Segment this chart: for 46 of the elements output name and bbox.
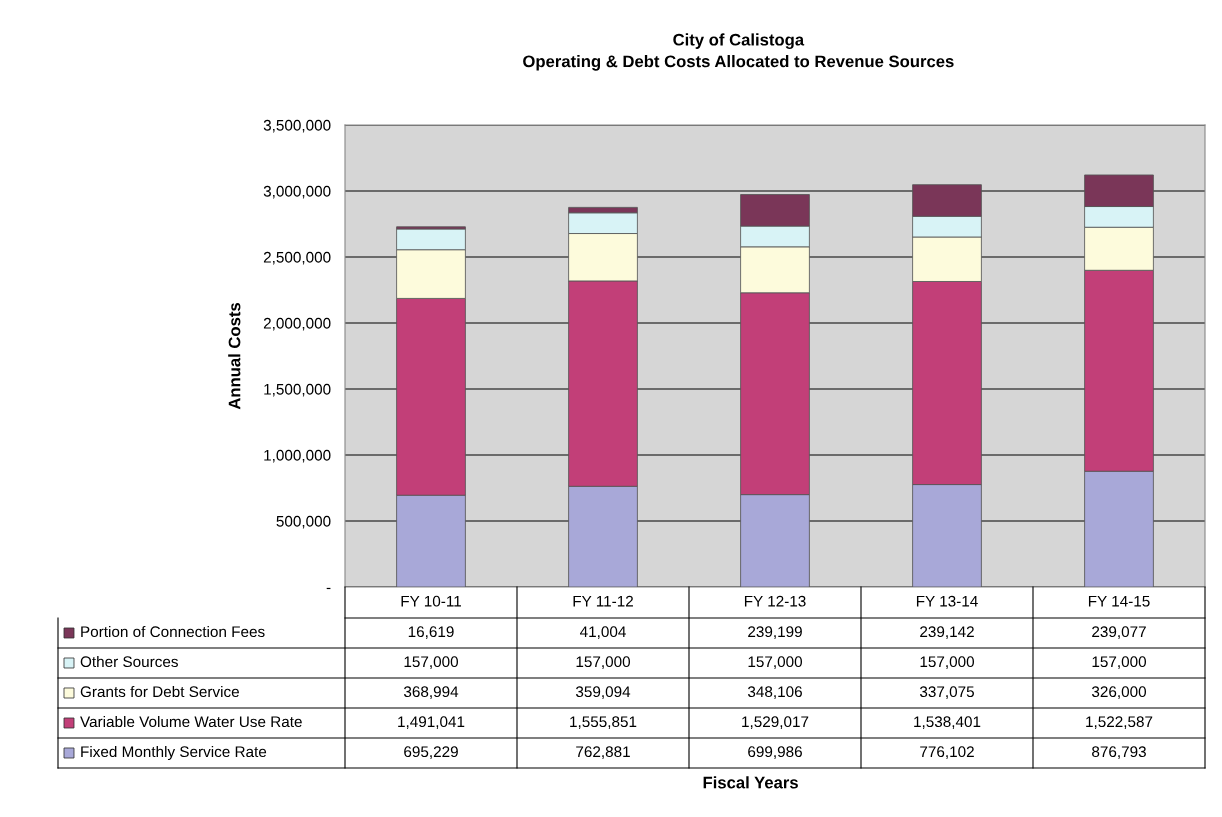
data-label: 16,619 [408, 626, 454, 639]
data-label: 762,881 [576, 746, 630, 759]
x-tick-label: FY 13-14 [916, 595, 978, 607]
x-tick-label: FY 12-13 [744, 595, 806, 607]
data-label: 1,491,041 [398, 716, 465, 729]
data-label: 876,793 [1092, 746, 1146, 759]
data-label: 695,229 [404, 746, 458, 759]
data-label: 1,538,401 [914, 716, 981, 729]
y-axis-title: Annual Costs [228, 302, 241, 410]
x-tick-label: FY 14-15 [1088, 595, 1150, 607]
y-tick-label: 1,500,000 [264, 383, 331, 397]
data-label: 157,000 [576, 656, 631, 669]
data-label: 239,142 [920, 626, 974, 639]
legend-label: Fixed Monthly Service Rate [81, 745, 267, 761]
y-tick-label: 2,500,000 [263, 251, 331, 265]
legend-label: Grants for Debt Service [80, 685, 239, 698]
data-label: 157,000 [920, 656, 975, 669]
text: Fiscal Years [703, 776, 798, 789]
data-label: 239,199 [748, 626, 802, 639]
data-label: 157,000 [748, 656, 803, 669]
y-tick-label: 500,000 [276, 515, 331, 529]
data-label: 157,000 [1092, 656, 1147, 669]
legend-label: Portion of Connection Fees [81, 625, 265, 638]
data-label: 348,106 [747, 686, 802, 699]
chart-title: City of Calistoga Operating & Debt Costs Allocated to Revenue Sources [523, 33, 954, 71]
data-label: 239,077 [1092, 626, 1146, 639]
y-tick-label: 1,000,000 [264, 449, 331, 463]
x-tick-label: FY 10-11 [401, 595, 461, 607]
data-label: 359,094 [575, 686, 631, 699]
data-label: 1,522,587 [1086, 716, 1153, 729]
data-label: 368,994 [403, 686, 459, 699]
data-label: 776,102 [920, 746, 974, 759]
x-tick-label: FY 11-12 [573, 595, 633, 607]
y-tick-label: - [326, 587, 331, 590]
data-label: 326,000 [1091, 686, 1147, 699]
data-label: 337,075 [919, 686, 974, 699]
legend-label: Variable Volume Water Use Rate [80, 715, 302, 728]
data-label: 1,555,851 [570, 716, 637, 729]
data-label: 157,000 [404, 656, 459, 669]
data-label: 699,986 [748, 746, 802, 759]
y-tick-label: 3,500,000 [263, 119, 331, 133]
legend-label: Other Sources [80, 655, 178, 668]
y-tick-label: 3,000,000 [263, 185, 331, 199]
data-label: 41,004 [579, 626, 626, 639]
y-tick-label: 2,000,000 [263, 317, 331, 331]
data-label: 1,529,017 [742, 716, 809, 729]
